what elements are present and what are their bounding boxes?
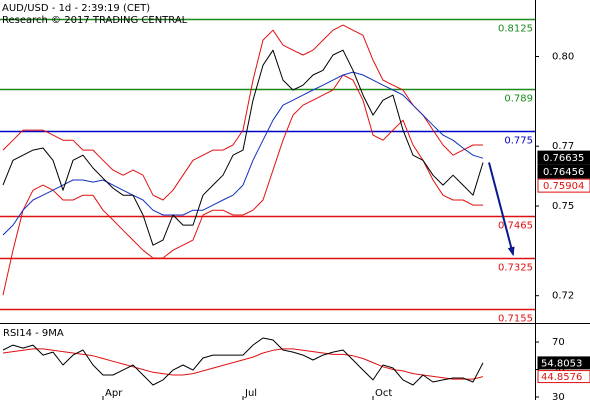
y-tick-label: 50 xyxy=(552,365,565,376)
y-tick-label: 0.72 xyxy=(552,291,574,302)
series-line xyxy=(2,49,484,246)
y-tick-label: 30 xyxy=(552,392,565,400)
y-tick-label: 0.80 xyxy=(552,52,574,63)
series-line xyxy=(2,74,483,296)
price-tag-box xyxy=(537,150,590,165)
level-label: 0.7325 xyxy=(498,263,533,274)
level-label: 0.775 xyxy=(504,136,533,147)
x-tick-label: Apr xyxy=(105,388,123,399)
price-tag: 0.75904 xyxy=(543,181,584,192)
chart-title: AUD/USD - 1d - 2:39:19 (CET) xyxy=(2,3,150,14)
x-tick-label: Oct xyxy=(375,388,392,399)
value-tag-box xyxy=(537,356,590,370)
series-line xyxy=(2,24,483,201)
chart-subtitle: Research © 2017 TRADING CENTRAL xyxy=(2,15,188,26)
level-label: 0.7465 xyxy=(498,221,533,232)
x-tick-label: Jul xyxy=(244,388,257,399)
forecast-arrow-head xyxy=(507,246,515,257)
price-tag: 0.76635 xyxy=(543,153,584,164)
series-line xyxy=(2,71,484,236)
rsi-title: RSI14 - 9MA xyxy=(3,328,64,339)
value-tag-box xyxy=(537,370,590,384)
price-tag-box xyxy=(537,164,590,179)
forecast-arrow xyxy=(488,162,514,255)
y-tick-label: 70 xyxy=(552,337,565,348)
series-line xyxy=(2,348,484,380)
price-tag-box xyxy=(537,178,590,193)
price-tag: 0.76456 xyxy=(543,167,584,178)
value-tag: 44.8576 xyxy=(541,372,582,383)
y-tick-label: 0.77 xyxy=(552,141,574,152)
y-tick-label: 0.75 xyxy=(552,201,574,212)
series-line xyxy=(2,337,484,386)
level-label: 0.789 xyxy=(504,94,533,105)
level-label: 0.7155 xyxy=(498,314,533,325)
value-tag: 54.8053 xyxy=(541,358,582,369)
level-label: 0.8125 xyxy=(498,24,533,35)
